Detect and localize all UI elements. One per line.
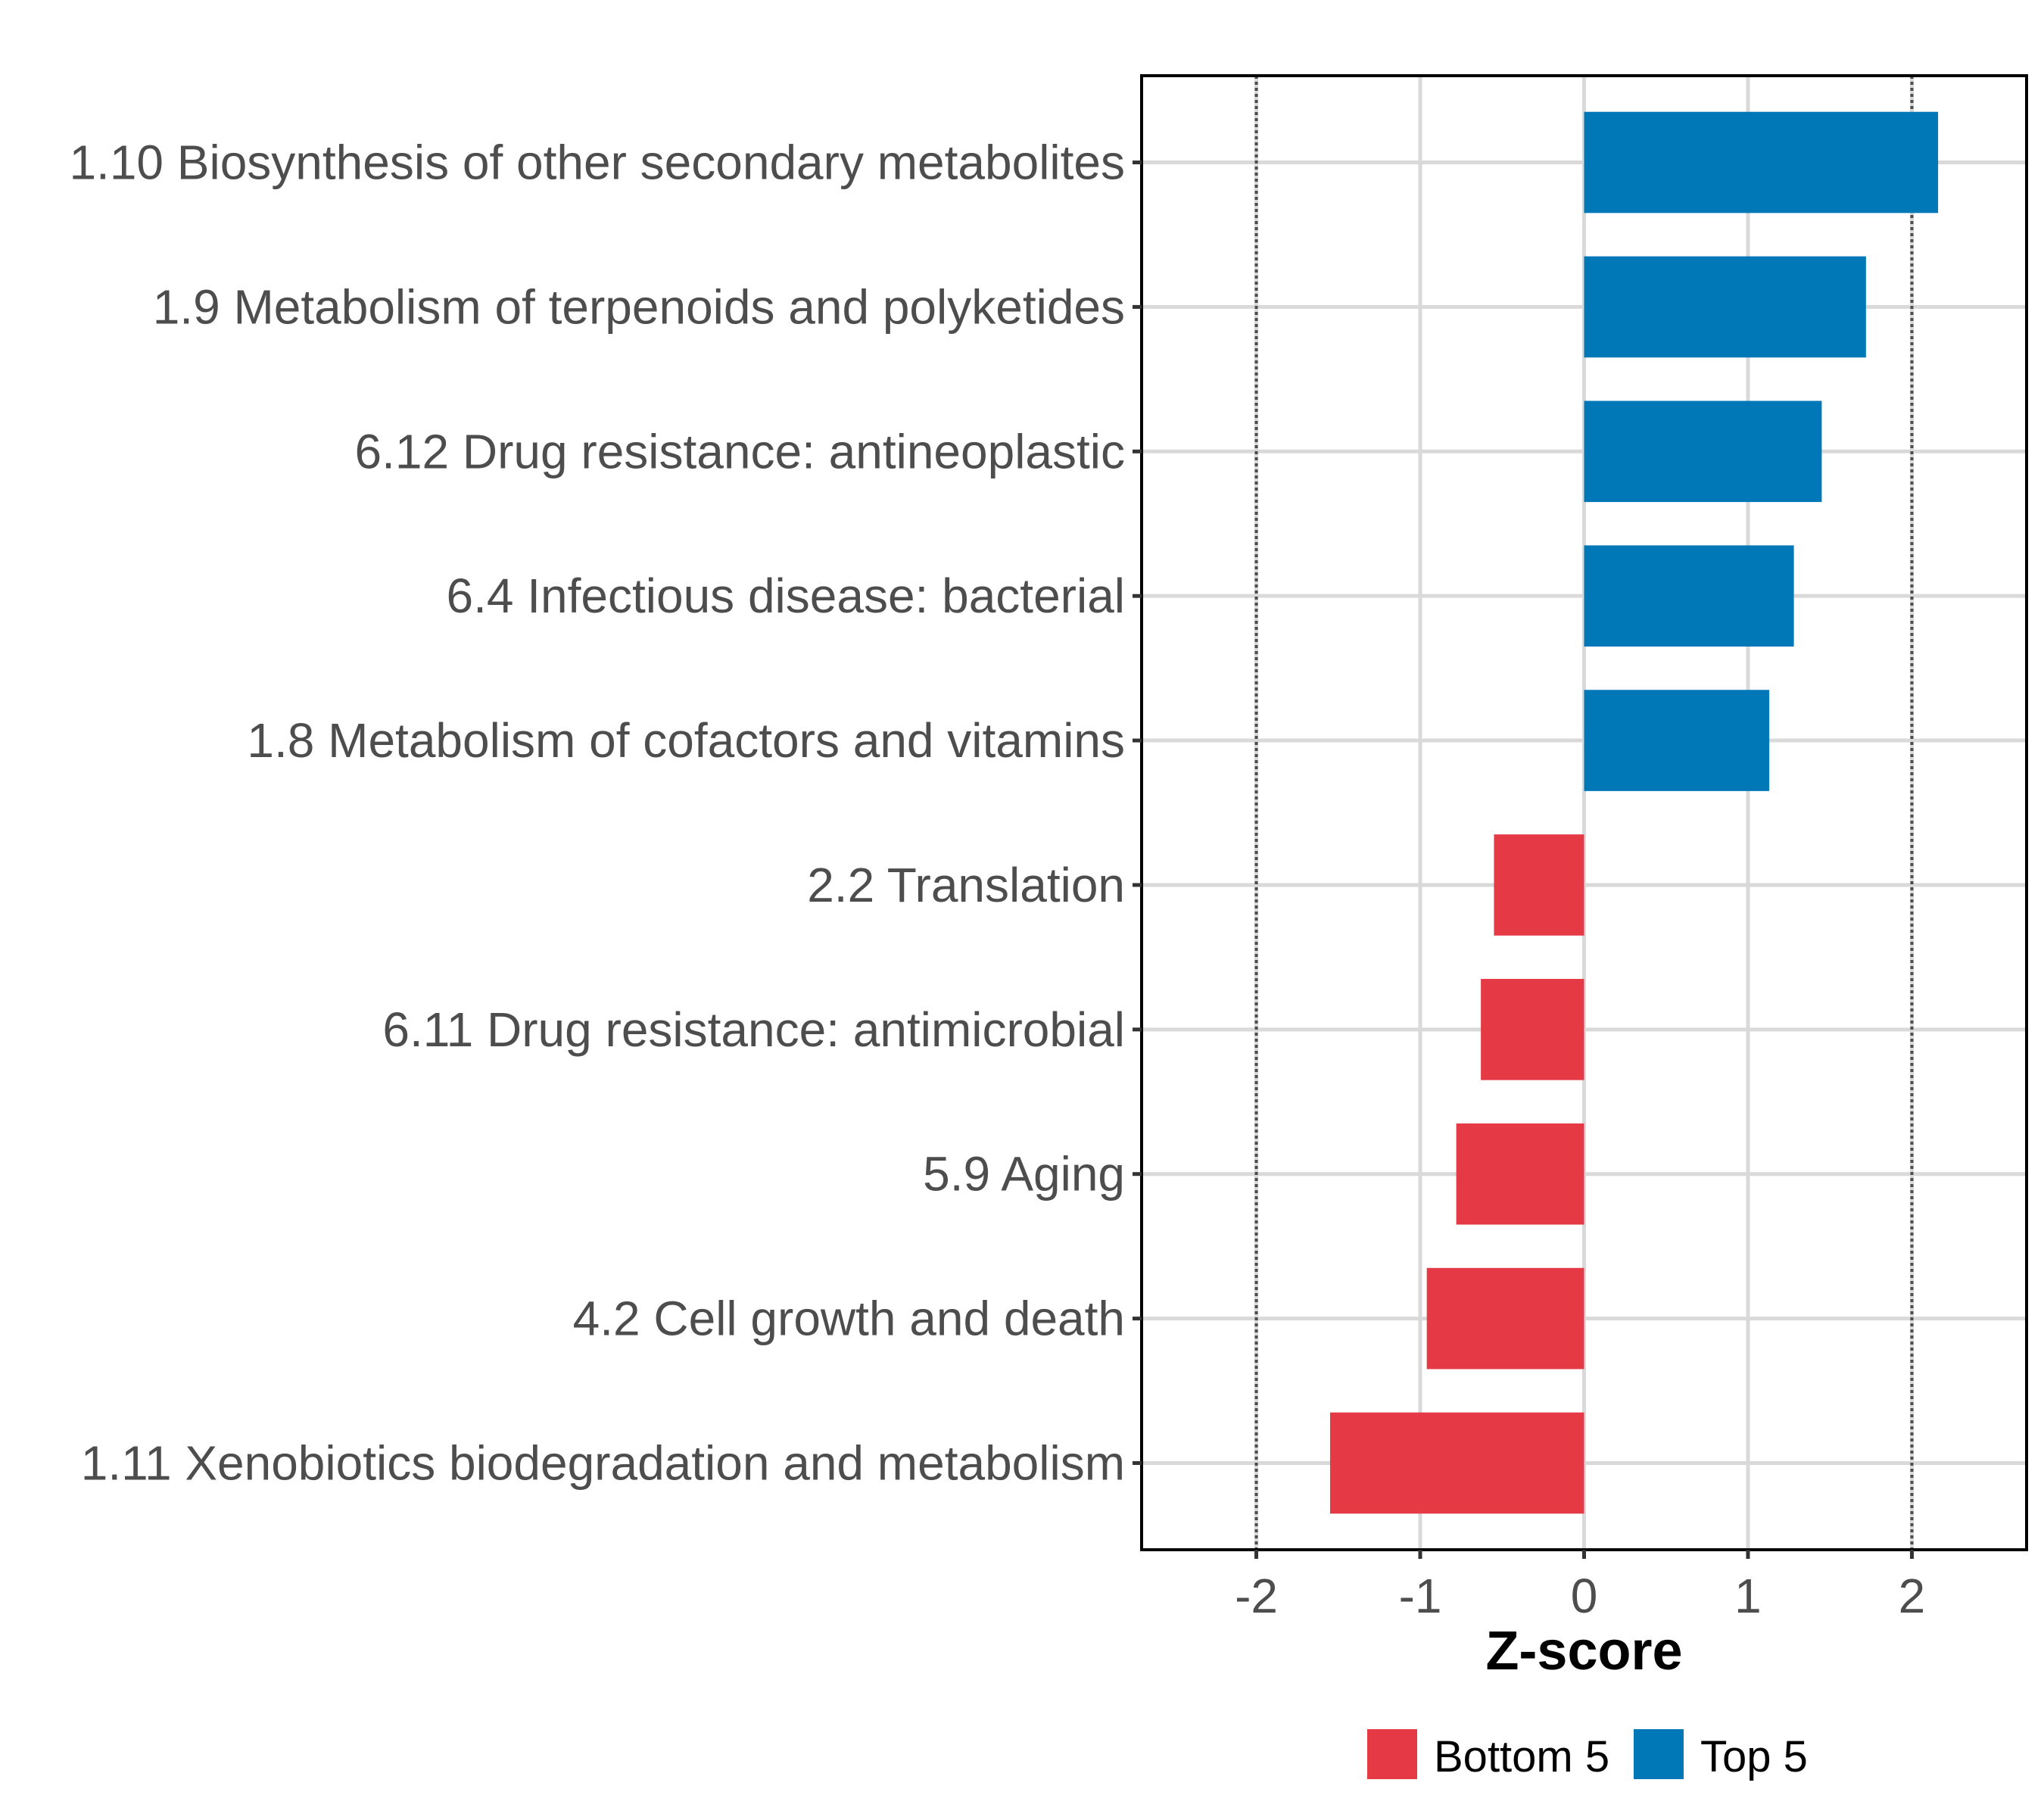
legend-swatch xyxy=(1634,1729,1684,1779)
bar xyxy=(1584,545,1794,647)
bar xyxy=(1584,256,1866,358)
x-axis: -2 -1 0 1 2 xyxy=(1235,1550,1925,1623)
bar xyxy=(1494,834,1584,936)
legend: Bottom 5 Top 5 xyxy=(1367,1729,1808,1781)
y-tick-label: 2.2 Translation xyxy=(807,858,1125,912)
y-axis: 1.10 Biosynthesis of other secondary met… xyxy=(69,136,1142,1490)
x-axis-title: Z-score xyxy=(1485,1621,1682,1681)
y-tick-label: 6.12 Drug resistance: antineoplastic xyxy=(355,424,1125,478)
x-tick-label: 2 xyxy=(1899,1569,1926,1623)
x-tick-label: 1 xyxy=(1734,1569,1762,1623)
legend-label: Bottom 5 xyxy=(1434,1732,1609,1781)
x-tick-label: 0 xyxy=(1571,1569,1598,1623)
y-tick-label: 4.2 Cell growth and death xyxy=(573,1292,1125,1346)
bars xyxy=(1329,111,1939,1514)
y-tick-label: 6.4 Infectious disease: bacterial xyxy=(446,569,1125,623)
y-tick-label: 1.10 Biosynthesis of other secondary met… xyxy=(69,136,1125,190)
x-tick-label: -1 xyxy=(1399,1569,1442,1623)
bar xyxy=(1481,979,1584,1080)
y-tick-label: 1.9 Metabolism of terpenoids and polyket… xyxy=(153,279,1125,334)
legend-label: Top 5 xyxy=(1700,1732,1808,1781)
bar xyxy=(1426,1267,1584,1370)
bar xyxy=(1584,111,1939,213)
y-tick-label: 1.8 Metabolism of cofactors and vitamins xyxy=(247,713,1125,768)
y-tick-label: 1.11 Xenobiotics biodegradation and meta… xyxy=(81,1435,1125,1490)
bar xyxy=(1456,1123,1584,1225)
legend-swatch xyxy=(1367,1729,1417,1779)
y-tick-label: 5.9 Aging xyxy=(923,1147,1125,1201)
bar xyxy=(1584,690,1770,791)
x-tick-label: -2 xyxy=(1235,1569,1278,1623)
y-tick-label: 6.11 Drug resistance: antimicrobial xyxy=(382,1002,1125,1057)
bar xyxy=(1584,400,1822,503)
bar xyxy=(1329,1412,1584,1514)
